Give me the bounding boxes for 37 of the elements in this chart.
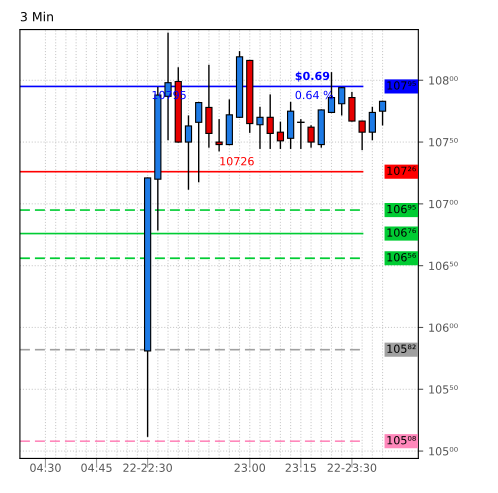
x-tick-label: 22-23:30 <box>328 464 376 472</box>
x-tick-label: 04:30 <box>30 464 61 472</box>
annotation: $0.69 <box>296 72 330 82</box>
candlestick <box>307 125 315 148</box>
y-tick-label: 106⁵⁰ <box>429 262 458 270</box>
annotation: 10795 <box>152 90 186 100</box>
candlestick <box>216 119 223 152</box>
candlestick <box>338 86 346 116</box>
candlestick <box>368 106 376 140</box>
x-tick-label: 23:00 <box>234 464 266 472</box>
chart-title: 3 Min <box>20 12 53 22</box>
candlestick <box>276 122 284 149</box>
candlestick <box>266 94 274 149</box>
candlestick <box>195 102 202 182</box>
candlestick <box>378 100 386 126</box>
ref-line-label: 105⁰⁸ <box>387 436 416 444</box>
y-tick-label: 105⁵⁰ <box>429 385 458 394</box>
ref-line-label: 105⁸² <box>387 344 416 353</box>
annotation: 10726 <box>220 157 254 166</box>
ref-line-label: 107²⁶ <box>387 166 416 175</box>
x-tick-label: 04:45 <box>81 464 112 472</box>
candlestick <box>184 115 192 190</box>
candlestick <box>297 119 305 149</box>
y-tick-label: 108⁰⁰ <box>429 76 458 85</box>
y-tick-label: 105⁰⁰ <box>429 447 458 456</box>
ref-line-label: 106⁹⁵ <box>387 204 416 214</box>
x-tick-label: 23:15 <box>286 464 316 472</box>
candlestick <box>348 92 356 122</box>
y-tick-label: 107⁵⁰ <box>429 138 458 146</box>
y-tick-label: 107⁰⁰ <box>429 200 458 208</box>
y-tick-label: 106⁰⁰ <box>429 323 458 332</box>
x-tick-label: 22-22:30 <box>123 464 172 472</box>
candlestick <box>358 120 366 150</box>
candlestick <box>256 106 264 149</box>
ref-line-label: 106⁵⁶ <box>387 253 416 262</box>
ref-line-label: 107⁹⁵ <box>387 81 416 90</box>
ref-line-label: 106⁷⁶ <box>387 228 416 237</box>
